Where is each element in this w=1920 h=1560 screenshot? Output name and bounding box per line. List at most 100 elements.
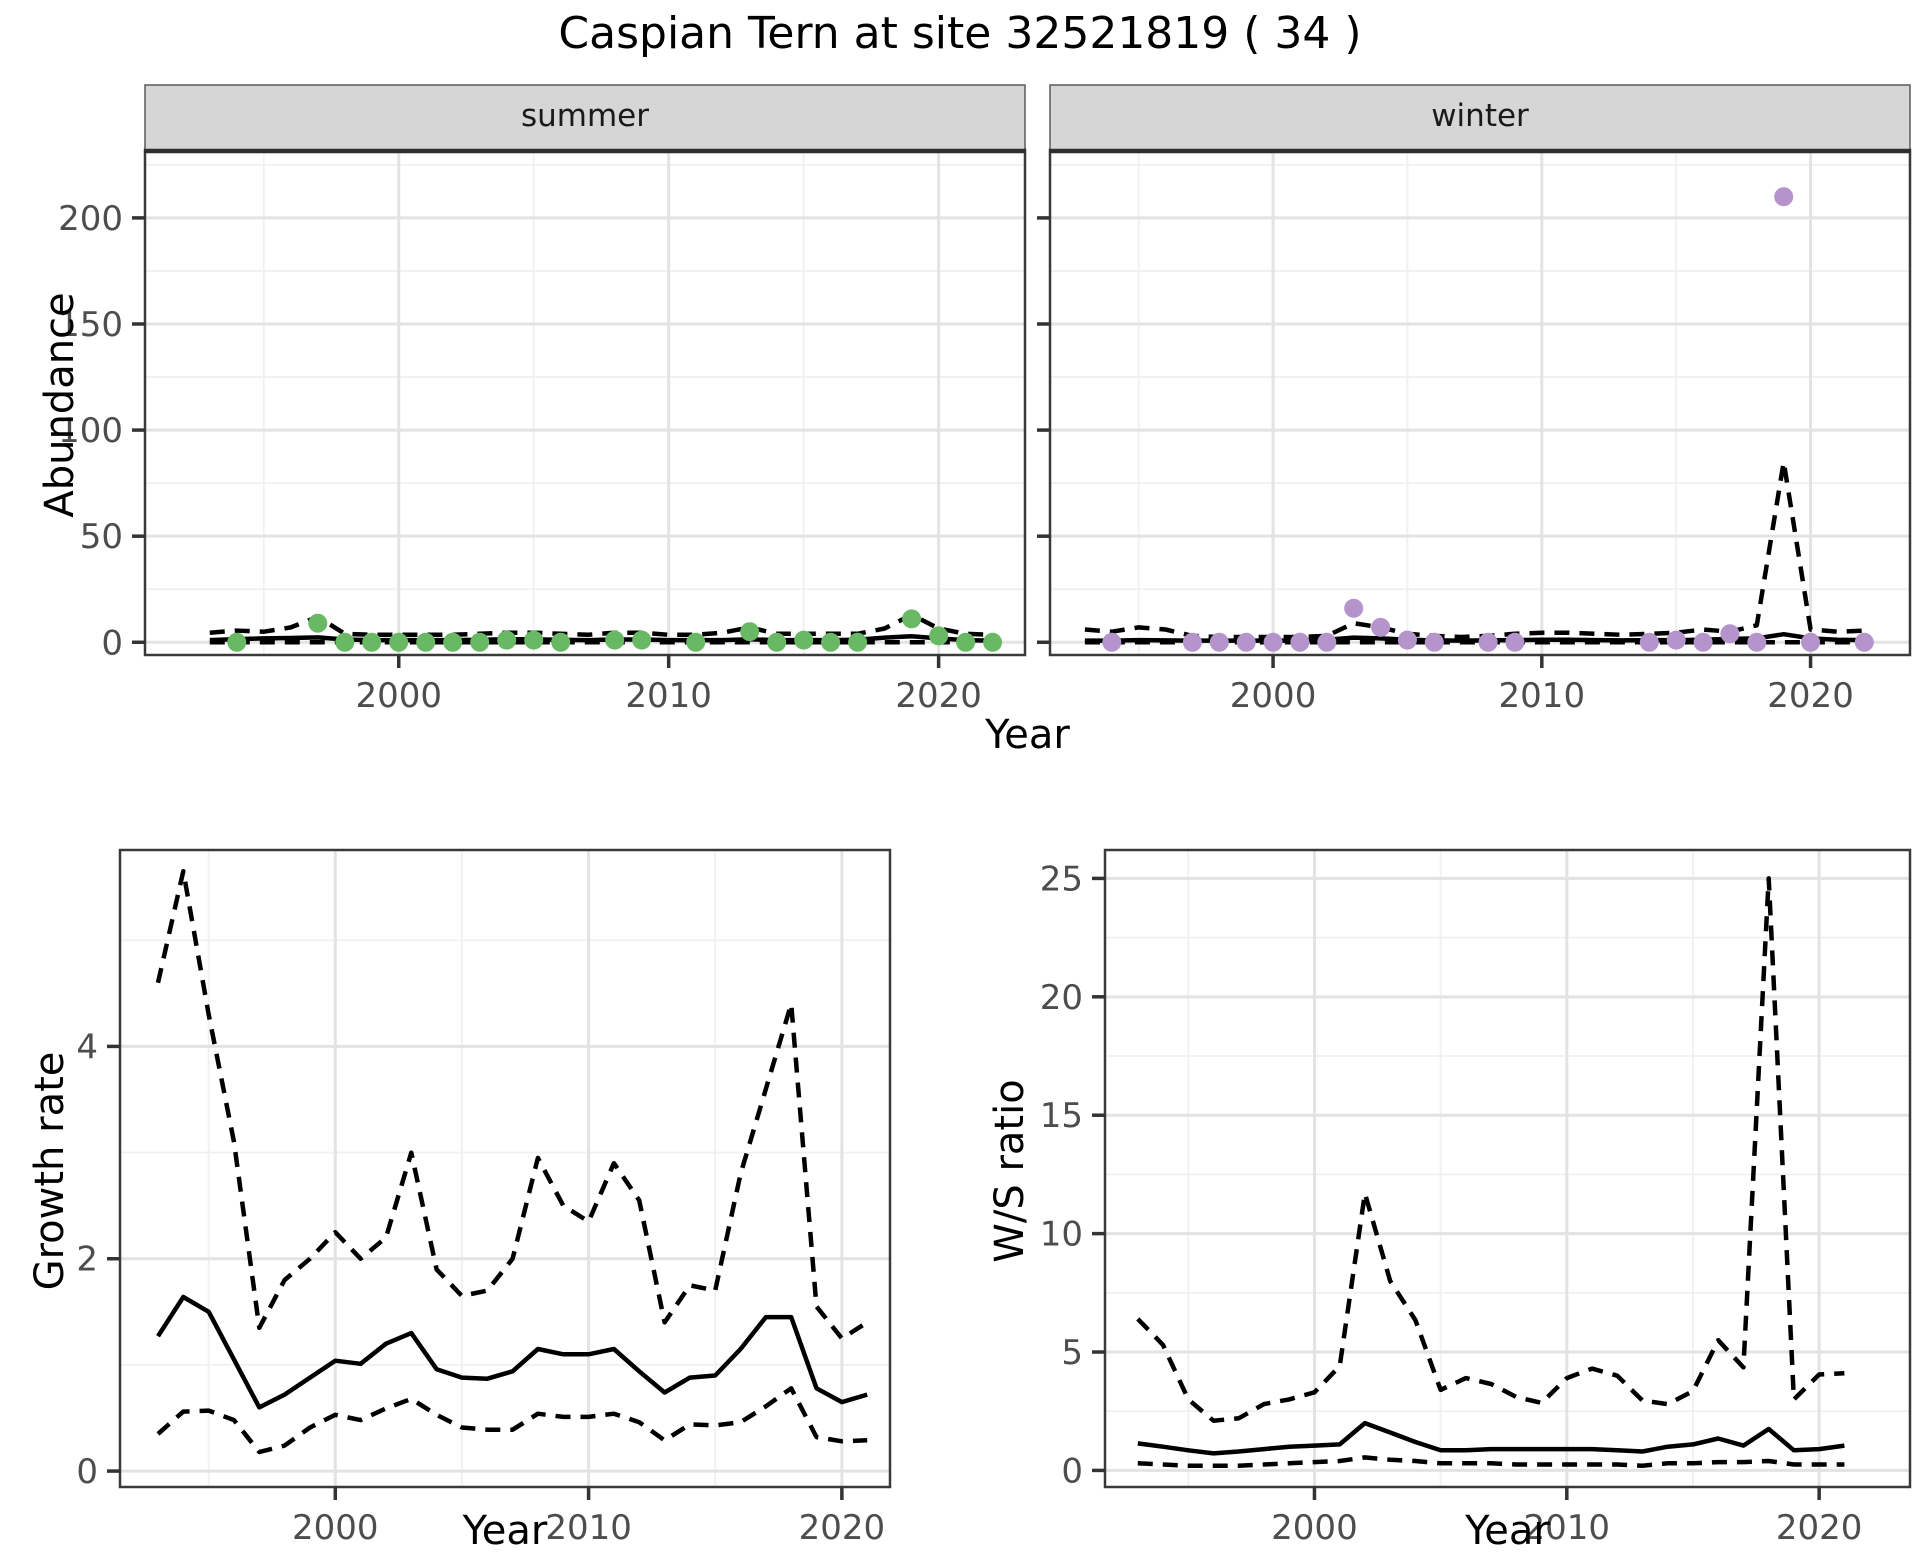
ws-ratio-axis-label: W/S ratio xyxy=(987,1079,1033,1263)
observation-point xyxy=(1102,632,1122,652)
y-tick-label: 0 xyxy=(1061,1451,1083,1491)
series-line-upper_ci xyxy=(1136,876,1845,1423)
facet-strip xyxy=(1049,84,1911,151)
observation-point xyxy=(335,632,355,652)
observation-point xyxy=(416,632,436,652)
panel-border xyxy=(118,848,892,1489)
facet-strip xyxy=(144,84,1026,151)
panel-border xyxy=(1103,848,1912,1489)
series-line-upper_ci xyxy=(209,612,993,638)
x-tick-label: 2020 xyxy=(799,1508,886,1548)
observation-point xyxy=(1639,632,1659,652)
y-tick-label: 5 xyxy=(1061,1333,1083,1373)
panel-Growth rate: 2000 2010 2020 0 2 4 xyxy=(76,848,892,1548)
observation-point xyxy=(524,630,544,650)
observation-point xyxy=(1747,632,1767,652)
observation-point xyxy=(1478,632,1498,652)
series-line-upper_ci xyxy=(155,868,869,1341)
observation-point xyxy=(308,613,328,633)
y-tick-label: 150 xyxy=(58,305,123,345)
observation-point xyxy=(1774,187,1794,207)
panel-summer: 2000 2010 2020 0 50 100 150 200 xyxy=(58,84,1027,716)
observation-point xyxy=(227,632,247,652)
observation-point xyxy=(1666,630,1686,650)
observation-point xyxy=(794,630,814,650)
y-tick-label: 200 xyxy=(58,199,123,239)
panel-W/S ratio: 2000 2010 2020 0 5 10 15 20 25 xyxy=(1040,848,1912,1548)
x-tick-label: 2000 xyxy=(1230,676,1317,716)
observation-point xyxy=(470,632,490,652)
panel-background xyxy=(145,150,1025,655)
series-line-estimate xyxy=(1137,1420,1845,1456)
y-tick-label: 25 xyxy=(1040,859,1083,899)
x-tick-label: 2010 xyxy=(545,1508,632,1548)
growth-rate-axis-label: Growth rate xyxy=(27,1051,73,1291)
ws-year-axis-label: Year xyxy=(1465,1508,1550,1554)
observation-point xyxy=(1344,598,1364,618)
observation-point xyxy=(1263,632,1283,652)
observation-point xyxy=(902,609,922,629)
observation-point xyxy=(632,630,652,650)
observation-point xyxy=(686,632,706,652)
observation-point xyxy=(551,632,571,652)
observation-point xyxy=(1290,632,1310,652)
observation-point xyxy=(848,632,868,652)
chart-title: Caspian Tern at site 32521819 ( 34 ) xyxy=(558,8,1362,59)
observation-point xyxy=(389,632,409,652)
observation-point xyxy=(740,622,760,642)
x-tick-label: 2000 xyxy=(1271,1508,1358,1548)
observation-point xyxy=(605,630,625,650)
x-tick-label: 2000 xyxy=(355,676,442,716)
observation-point xyxy=(983,632,1003,652)
panel-background xyxy=(1105,850,1910,1487)
observation-point xyxy=(1182,632,1202,652)
facet-strip-label-winter: winter xyxy=(1431,98,1529,134)
observation-point xyxy=(497,630,517,650)
observation-point xyxy=(1317,632,1337,652)
panel-background xyxy=(1050,150,1910,655)
observation-point xyxy=(1424,632,1444,652)
x-tick-label: 2020 xyxy=(1776,1508,1863,1548)
observation-point xyxy=(1720,624,1740,644)
x-tick-label: 2010 xyxy=(1499,676,1586,716)
observation-point xyxy=(1397,630,1417,650)
series-line-lower_ci xyxy=(156,1386,868,1455)
observation-point xyxy=(362,632,382,652)
x-tick-label: 2010 xyxy=(1524,1508,1611,1548)
observation-point xyxy=(1801,632,1821,652)
observation-point xyxy=(1693,632,1713,652)
y-tick-label: 2 xyxy=(76,1240,98,1280)
observation-point xyxy=(1209,632,1229,652)
observation-point xyxy=(1371,617,1391,637)
series-line-estimate xyxy=(156,1294,868,1410)
panel-background xyxy=(120,850,890,1487)
x-tick-label: 2010 xyxy=(625,676,712,716)
observation-point xyxy=(1236,632,1256,652)
facet-strip-label-summer: summer xyxy=(520,98,649,134)
y-tick-label: 10 xyxy=(1040,1215,1083,1255)
y-tick-label: 15 xyxy=(1040,1096,1083,1136)
x-tick-label: 2020 xyxy=(1767,676,1854,716)
y-tick-label: 100 xyxy=(58,411,123,451)
top-year-axis-label: Year xyxy=(985,712,1070,758)
growth-year-axis-label: Year xyxy=(462,1508,548,1554)
y-tick-label: 0 xyxy=(76,1452,98,1492)
observation-point xyxy=(767,632,787,652)
y-tick-label: 20 xyxy=(1040,978,1083,1018)
y-tick-label: 50 xyxy=(80,517,123,557)
observation-point xyxy=(443,632,463,652)
observation-point xyxy=(1854,632,1874,652)
y-tick-label: 4 xyxy=(76,1027,98,1067)
observation-point xyxy=(956,632,976,652)
x-tick-label: 2000 xyxy=(292,1508,379,1548)
panel-winter: 2000 2010 2020 xyxy=(1037,84,1912,716)
series-line-lower_ci xyxy=(1137,1455,1845,1468)
observation-point xyxy=(821,632,841,652)
x-tick-label: 2020 xyxy=(895,676,982,716)
observation-point xyxy=(929,626,949,646)
abundance-axis-label: Abundance xyxy=(37,292,83,518)
y-tick-label: 0 xyxy=(101,623,123,663)
observation-point xyxy=(1505,632,1525,652)
